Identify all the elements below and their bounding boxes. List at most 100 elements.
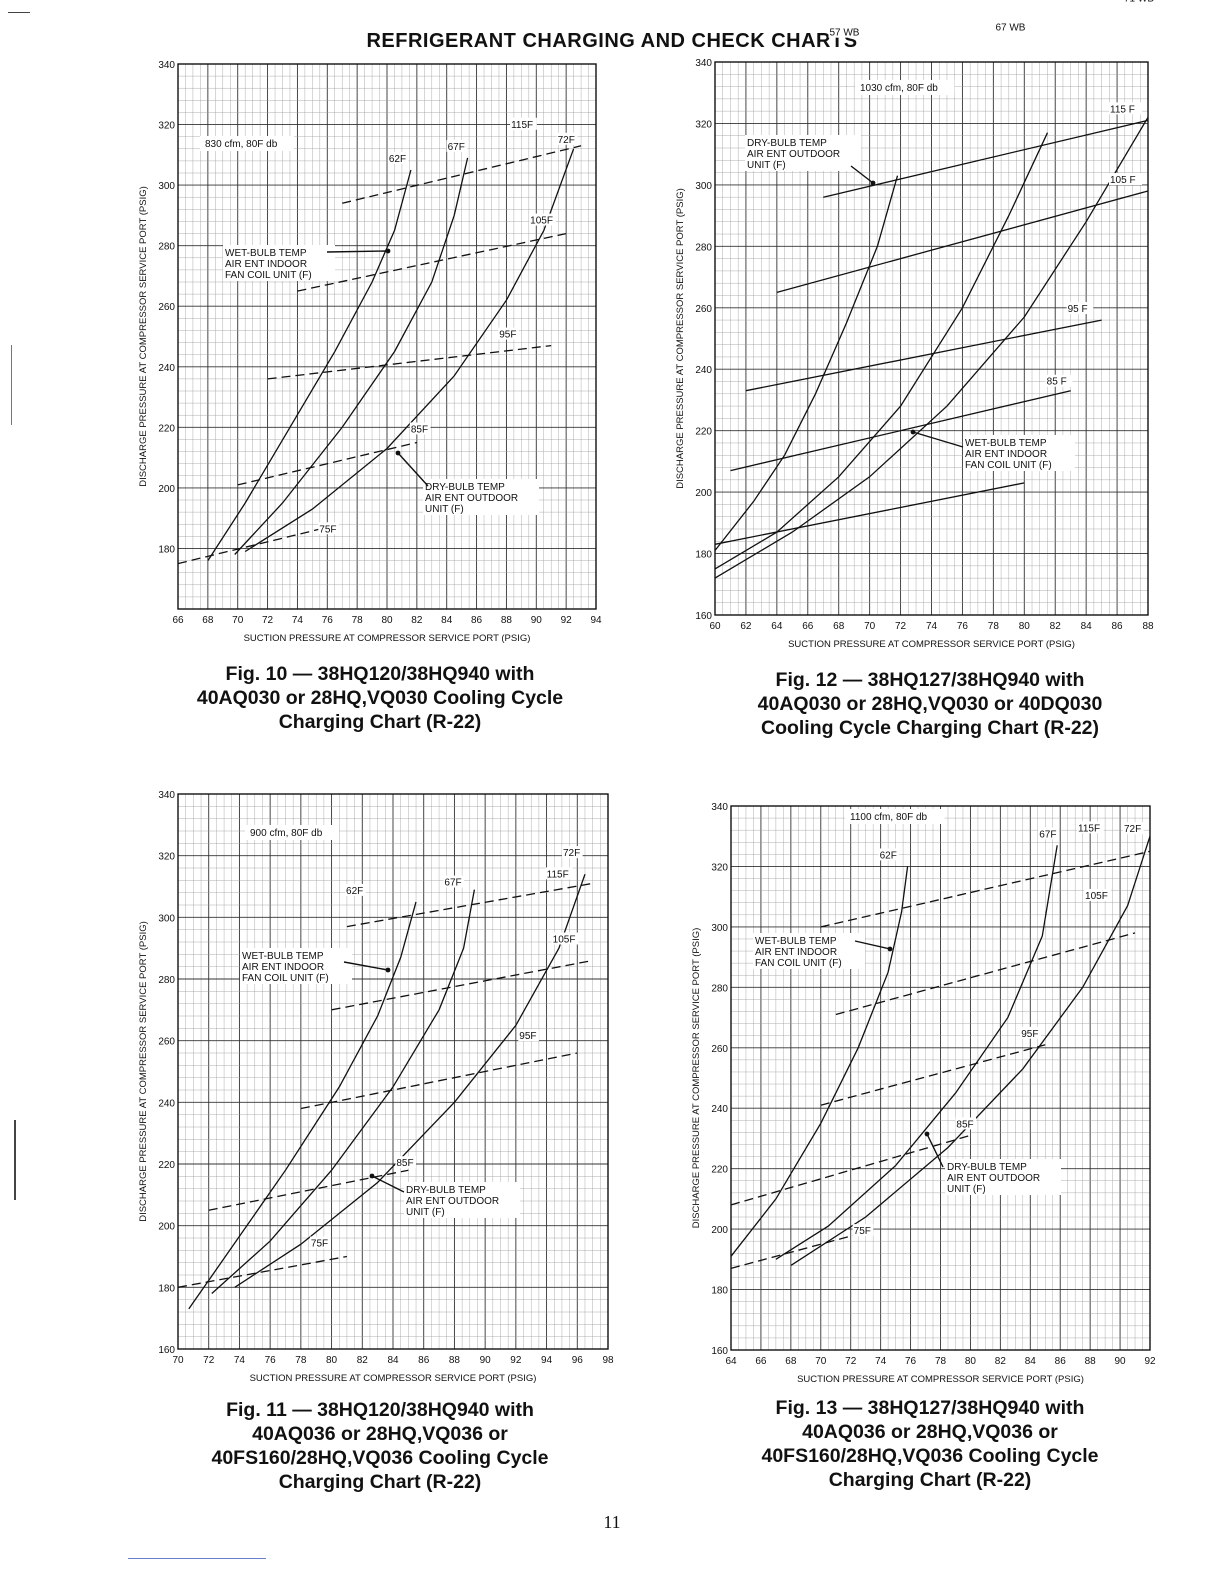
series-label: 85F	[411, 424, 428, 435]
x-tick-label: 64	[725, 1356, 737, 1367]
series-label-bg	[1066, 302, 1094, 315]
x-tick-label: 74	[234, 1355, 246, 1366]
series-line	[244, 148, 575, 553]
y-tick-label: 240	[711, 1104, 728, 1115]
drybulb-arrow	[850, 165, 874, 184]
scan-mark	[11, 345, 12, 425]
y-tick-label: 260	[695, 304, 712, 315]
drybulb-note-line: AIR ENT OUTDOOR	[947, 1173, 1040, 1184]
series-label-bg	[529, 213, 556, 226]
wetbulb-note-line: FAN COIL UNIT (F)	[242, 973, 329, 984]
y-tick-label: 320	[695, 119, 712, 130]
series-label-bg	[443, 875, 464, 888]
x-tick-label: 88	[449, 1355, 461, 1366]
series-label-bg	[994, 20, 1028, 33]
series-label: 115 F	[1110, 104, 1135, 115]
series-label-bg	[409, 422, 431, 435]
x-tick-label: 64	[771, 621, 783, 632]
caption-line: 40FS160/28HQ,VQ036 Cooling Cycle	[211, 1447, 549, 1469]
series-line	[730, 390, 1071, 472]
wetbulb-note-line: WET-BULB TEMP	[965, 438, 1047, 449]
series-label-bg	[545, 867, 573, 880]
series-label: 115F	[547, 869, 569, 880]
x-tick-label: 80	[965, 1356, 977, 1367]
y-tick-label: 200	[158, 484, 175, 495]
drybulb-arrowhead	[870, 180, 876, 186]
series-line	[177, 526, 328, 565]
caption-line: Cooling Cycle Charging Chart (R-22)	[760, 717, 1100, 739]
y-tick-label: 240	[695, 365, 712, 376]
condition-box	[845, 809, 945, 824]
caption-line: Charging Chart (R-22)	[828, 1469, 1032, 1491]
x-tick-label: 88	[1085, 1356, 1097, 1367]
series-line	[790, 836, 1151, 1266]
x-tick-label: 84	[1081, 621, 1093, 632]
x-tick-label: 72	[845, 1356, 857, 1367]
series-line	[207, 169, 412, 561]
y-axis-title: DISCHARGE PRESSURE AT COMPRESSOR SERVICE…	[138, 186, 149, 487]
y-tick-label: 260	[158, 302, 175, 313]
y-tick-label: 240	[158, 363, 175, 374]
x-tick-label: 84	[441, 615, 453, 626]
series-line	[177, 1255, 348, 1288]
y-tick-label: 300	[711, 923, 728, 934]
y-tick-label: 340	[158, 790, 175, 801]
page-number: 11	[603, 1512, 621, 1532]
x-axis-title: SUCTION PRESSURE AT COMPRESSOR SERVICE P…	[788, 639, 1075, 650]
series-label: 67 WB	[995, 23, 1025, 34]
drybulb-note-line: UNIT (F)	[425, 504, 464, 515]
drybulb-note-line: DRY-BULB TEMP	[947, 1162, 1027, 1173]
y-tick-label: 300	[158, 913, 175, 924]
series-label-bg	[1109, 102, 1142, 115]
x-tick-label: 80	[326, 1355, 338, 1366]
caption-line: 40AQ030 or 28HQ,VQ030 Cooling Cycle	[196, 687, 564, 709]
page-title: REFRIGERANT CHARGING AND CHECK CHARTS	[366, 30, 858, 52]
series-label-bg	[561, 846, 583, 859]
x-tick-label: 74	[875, 1356, 887, 1367]
series-label-bg	[446, 139, 468, 152]
series-line	[823, 119, 1149, 198]
wetbulb-note-box	[963, 435, 1075, 471]
wetbulb-arrowhead	[910, 429, 916, 435]
series-line	[234, 157, 469, 555]
plot-frame	[730, 805, 1151, 1351]
x-tick-label: 66	[755, 1356, 767, 1367]
series-line	[188, 901, 417, 1310]
series-line	[267, 344, 552, 380]
chart-fig10: 66 68 70 72 74 76 78 80 82 84 86 88 90 92 94 180 200 220 2…	[138, 60, 602, 644]
caption-fig10: Fig. 10 — 38HQ120/38HQ940 with 40AQ030 o…	[120, 662, 640, 734]
series-label: 95 F	[1068, 304, 1088, 315]
series-line	[211, 889, 476, 1294]
caption-line: Fig. 12 — 38HQ127/38HQ940 with	[775, 669, 1085, 691]
x-tick-label: 72	[895, 621, 907, 632]
y-tick-label: 180	[711, 1286, 728, 1297]
caption-fig11: Fig. 11 — 38HQ120/38HQ940 with 40AQ036 o…	[130, 1398, 630, 1494]
wetbulb-arrow	[912, 431, 964, 448]
series-label-bg	[556, 132, 578, 145]
y-tick-label: 220	[158, 1160, 175, 1171]
series-label: 72F	[1124, 824, 1141, 835]
x-tick-label: 76	[322, 615, 334, 626]
x-tick-label: 82	[357, 1355, 369, 1366]
drybulb-note-line: UNIT (F)	[947, 1184, 986, 1195]
drybulb-note-line: AIR ENT OUTDOOR	[747, 149, 840, 160]
series-label-bg	[828, 25, 862, 38]
x-tick-label: 94	[590, 615, 602, 626]
wetbulb-arrow	[326, 250, 389, 253]
series-label: 85F	[956, 1119, 973, 1130]
series-label: 115F	[511, 120, 533, 131]
series-label-bg	[395, 1156, 416, 1169]
drybulb-arrow	[397, 452, 429, 487]
series-label: 67F	[448, 142, 465, 153]
series-label: 75F	[319, 524, 336, 535]
y-tick-label: 240	[158, 1098, 175, 1109]
series-label: 62F	[389, 154, 406, 165]
wetbulb-arrow	[343, 961, 389, 971]
drybulb-note-box	[945, 1159, 1061, 1195]
wetbulb-arrowhead	[385, 248, 391, 254]
series-label-bg	[852, 1224, 874, 1237]
wetbulb-note-line: AIR ENT INDOOR	[242, 962, 324, 973]
series-line	[300, 1052, 578, 1110]
drybulb-note-line: DRY-BULB TEMP	[406, 1185, 486, 1196]
series-label: 85 F	[1047, 377, 1067, 388]
